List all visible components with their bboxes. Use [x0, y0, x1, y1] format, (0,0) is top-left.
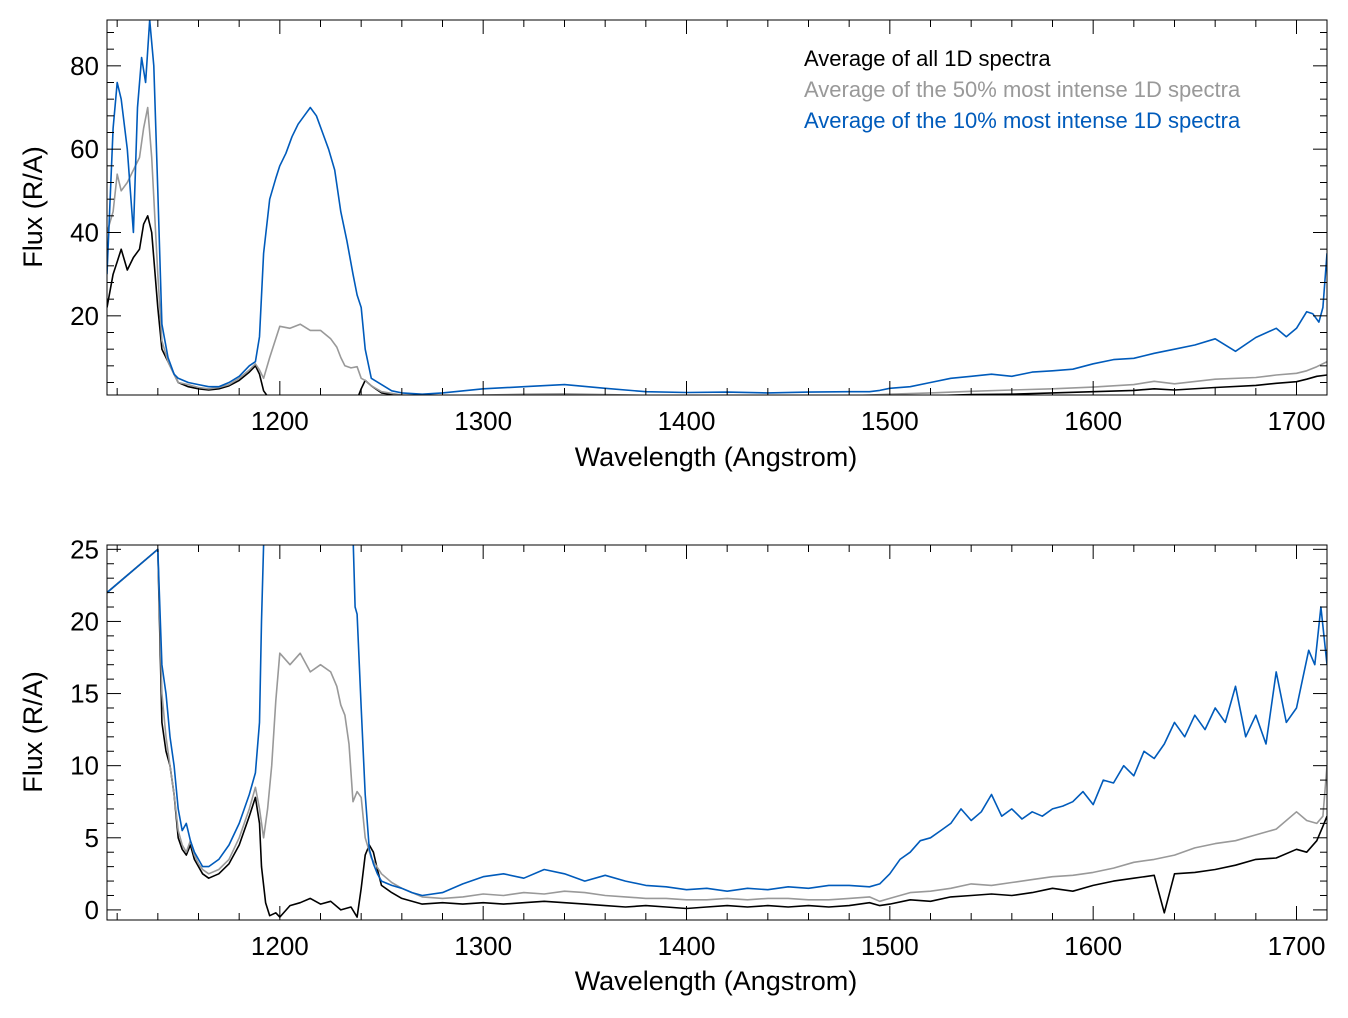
top-y-tick-label: 20: [70, 301, 99, 331]
bottom-x-tick-label: 1400: [658, 931, 716, 961]
legend: Average of all 1D spectra Average of the…: [804, 46, 1241, 133]
top-x-tick-label: 1500: [861, 406, 919, 436]
bottom-x-tick-label: 1300: [454, 931, 512, 961]
bottom-y-tick-label: 10: [70, 751, 99, 781]
bottom-x-tick-label: 1200: [251, 931, 309, 961]
bottom-series-line-50pct-spectra: [107, 548, 1327, 903]
bottom-y-tick-label: 20: [70, 606, 99, 636]
top-x-tick-label: 1600: [1064, 406, 1122, 436]
top-x-tick-label: 1700: [1268, 406, 1326, 436]
bottom-y-tick-label: 25: [70, 534, 99, 564]
top-x-tick-label: 1400: [658, 406, 716, 436]
bottom-y-axis-label: Flux (R/A): [18, 671, 48, 793]
top-series-layer: [107, 20, 1327, 395]
bottom-series-layer: [107, 545, 1327, 918]
legend-entry-50pct-spectra: Average of the 50% most intense 1D spect…: [804, 77, 1241, 102]
bottom-y-tick-label: 5: [85, 823, 99, 853]
top-y-tick-label: 60: [70, 134, 99, 164]
bottom-x-tick-label: 1500: [861, 931, 919, 961]
bottom-series-line-10pct-spectra: [107, 545, 1327, 897]
bottom-spectrum-panel: 1200 1300 1400 1500 1600 1700 0 5 10 15 20 25 Wavel…: [18, 534, 1328, 996]
bottom-series-line-all-spectra: [107, 548, 1327, 918]
bottom-ticks-layer: 1200 1300 1400 1500 1600 1700 0 5 10 15 20 25: [70, 534, 1327, 961]
top-spectrum-panel: 1200 1300 1400 1500 1600 1700 20 40 60 80 Wavelen…: [18, 19, 1328, 472]
top-x-axis-label: Wavelength (Angstrom): [575, 442, 858, 472]
top-ticks-layer: 1200 1300 1400 1500 1600 1700 20 40 60 80: [70, 20, 1327, 436]
top-series-line-all-spectra: [107, 215, 1327, 395]
bottom-plot-frame: [106, 544, 1328, 921]
bottom-y-tick-label: 0: [85, 895, 99, 925]
top-y-tick-label: 40: [70, 218, 99, 248]
top-y-axis-label: Flux (R/A): [18, 146, 48, 268]
bottom-x-axis-label: Wavelength (Angstrom): [575, 966, 858, 996]
bottom-x-tick-label: 1600: [1064, 931, 1122, 961]
bottom-x-tick-label: 1700: [1268, 931, 1326, 961]
top-x-tick-label: 1200: [251, 406, 309, 436]
top-x-tick-label: 1300: [454, 406, 512, 436]
bottom-y-tick-label: 15: [70, 679, 99, 709]
top-series-line-50pct-spectra: [107, 106, 1327, 395]
top-series-line-10pct-spectra: [107, 20, 1327, 395]
legend-entry-10pct-spectra: Average of the 10% most intense 1D spect…: [804, 108, 1241, 133]
legend-entry-all-spectra: Average of all 1D spectra: [804, 46, 1051, 71]
top-y-tick-label: 80: [70, 51, 99, 81]
top-plot-frame: [106, 19, 1328, 396]
